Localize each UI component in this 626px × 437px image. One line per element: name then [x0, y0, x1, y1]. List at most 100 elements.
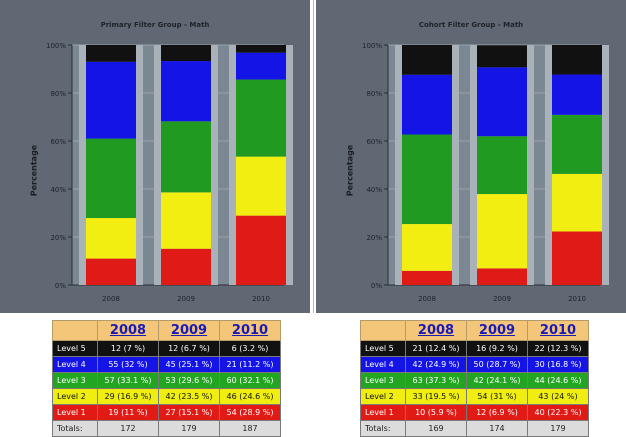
- x-tick-label: 2008: [102, 295, 120, 303]
- bar-segment-level-5: [236, 45, 286, 53]
- bar-segment-level-5: [552, 45, 602, 75]
- y-tick-label: 80%: [50, 90, 66, 98]
- x-tick-label: 2009: [177, 295, 195, 303]
- table-row-level-4: Level 4 42 (24.9 %) 50 (28.7 %) 30 (16.8…: [361, 357, 589, 373]
- year-header-link[interactable]: 2008: [406, 321, 467, 341]
- cohort-stacked-bar-chart: 0% 20% 40% 60% 80% 100% 2008 2009 2010: [316, 0, 626, 313]
- cohort-data-table: 2008 2009 2010 Level 5 21 (12.4 %) 16 (9…: [360, 320, 589, 437]
- table-cell: 6 (3.2 %): [220, 341, 281, 357]
- y-tick-label: 80%: [366, 90, 382, 98]
- bar-segment-level-1: [477, 268, 527, 285]
- row-label: Level 4: [53, 357, 98, 373]
- row-label: Level 2: [361, 389, 406, 405]
- bar-segment-level-3: [552, 115, 602, 174]
- bar-segment-level-2: [552, 174, 602, 232]
- bar-segment-level-1: [86, 259, 136, 285]
- table-cell: 33 (19.5 %): [406, 389, 467, 405]
- bar-segment-level-4: [236, 53, 286, 80]
- year-header-link[interactable]: 2008: [98, 321, 159, 341]
- row-label: Level 4: [361, 357, 406, 373]
- table-cell: 63 (37.3 %): [406, 373, 467, 389]
- year-header-link[interactable]: 2009: [467, 321, 528, 341]
- table-row-level-4: Level 4 55 (32 %) 45 (25.1 %) 21 (11.2 %…: [53, 357, 281, 373]
- table-cell: 54 (28.9 %): [220, 405, 281, 421]
- table-cell: 46 (24.6 %): [220, 389, 281, 405]
- bar-segment-level-3: [402, 135, 452, 225]
- primary-chart-panel: Primary Filter Group - Math Percentage 0…: [0, 0, 310, 313]
- table-cell: 16 (9.2 %): [467, 341, 528, 357]
- row-label: Level 3: [53, 373, 98, 389]
- bar-segment-level-4: [86, 62, 136, 139]
- table-cell: 43 (24 %): [528, 389, 589, 405]
- year-header-link[interactable]: 2010: [528, 321, 589, 341]
- bar-segment-level-2: [477, 194, 527, 268]
- table-cell: 44 (24.6 %): [528, 373, 589, 389]
- total-cell: 174: [467, 421, 528, 437]
- table-cell: 19 (11 %): [98, 405, 159, 421]
- total-cell: 169: [406, 421, 467, 437]
- table-row-level-3: Level 3 57 (33.1 %) 53 (29.6 %) 60 (32.1…: [53, 373, 281, 389]
- bar-segment-level-3: [86, 139, 136, 218]
- x-tick-label: 2010: [568, 295, 586, 303]
- bar-segment-level-4: [477, 67, 527, 136]
- primary-stacked-bar-chart: 0% 20% 40% 60% 80% 100% 2008 2009 2010: [0, 0, 310, 313]
- x-tick-label: 2009: [493, 295, 511, 303]
- bar-segment-level-1: [236, 216, 286, 285]
- bar-segment-level-4: [161, 61, 211, 121]
- row-label: Level 1: [53, 405, 98, 421]
- table-cell: 42 (24.1 %): [467, 373, 528, 389]
- table-row-level-1: Level 1 19 (11 %) 27 (15.1 %) 54 (28.9 %…: [53, 405, 281, 421]
- bar-segment-level-2: [161, 192, 211, 248]
- y-tick-label: 40%: [50, 186, 66, 194]
- table-row-totals: Totals: 172 179 187: [53, 421, 281, 437]
- bar-segment-level-4: [552, 75, 602, 115]
- table-cell: 12 (6.7 %): [159, 341, 220, 357]
- bar-segment-level-2: [402, 224, 452, 271]
- y-tick-label: 60%: [366, 138, 382, 146]
- primary-data-table: 2008 2009 2010 Level 5 12 (7 %) 12 (6.7 …: [52, 320, 281, 437]
- table-header-row: 2008 2009 2010: [53, 321, 281, 341]
- bar-segment-level-1: [161, 249, 211, 285]
- bar-segment-level-2: [236, 157, 286, 216]
- table-row-totals: Totals: 169 174 179: [361, 421, 589, 437]
- bar-segment-level-5: [477, 45, 527, 67]
- table-row-level-2: Level 2 29 (16.9 %) 42 (23.5 %) 46 (24.6…: [53, 389, 281, 405]
- bar-segment-level-5: [161, 45, 211, 61]
- row-label: Level 5: [53, 341, 98, 357]
- y-tick-label: 20%: [366, 234, 382, 242]
- cohort-chart-panel: Cohort Filter Group - Math Percentage 0%…: [316, 0, 626, 313]
- year-header-link[interactable]: 2009: [159, 321, 220, 341]
- table-cell: 29 (16.9 %): [98, 389, 159, 405]
- year-header-link[interactable]: 2010: [220, 321, 281, 341]
- table-cell: 42 (24.9 %): [406, 357, 467, 373]
- row-label: Level 2: [53, 389, 98, 405]
- bar-segment-level-1: [402, 271, 452, 285]
- y-tick-label: 100%: [46, 42, 66, 50]
- y-tick-label: 0%: [55, 282, 66, 290]
- table-row-level-2: Level 2 33 (19.5 %) 54 (31 %) 43 (24 %): [361, 389, 589, 405]
- y-tick-label: 100%: [362, 42, 382, 50]
- bar-segment-level-1: [552, 231, 602, 285]
- x-tick-label: 2008: [418, 295, 436, 303]
- table-cell: 40 (22.3 %): [528, 405, 589, 421]
- table-cell: 53 (29.6 %): [159, 373, 220, 389]
- x-tick-label: 2010: [252, 295, 270, 303]
- table-corner: [361, 321, 406, 341]
- row-label: Level 1: [361, 405, 406, 421]
- bar-segment-level-3: [236, 80, 286, 157]
- table-row-level-5: Level 5 12 (7 %) 12 (6.7 %) 6 (3.2 %): [53, 341, 281, 357]
- y-tick-label: 0%: [371, 282, 382, 290]
- y-tick-label: 40%: [366, 186, 382, 194]
- table-cell: 55 (32 %): [98, 357, 159, 373]
- bar-segment-level-5: [402, 45, 452, 75]
- table-cell: 21 (11.2 %): [220, 357, 281, 373]
- table-row-level-1: Level 1 10 (5.9 %) 12 (6.9 %) 40 (22.3 %…: [361, 405, 589, 421]
- table-cell: 30 (16.8 %): [528, 357, 589, 373]
- total-cell: 172: [98, 421, 159, 437]
- bar-segment-level-2: [86, 218, 136, 259]
- table-header-row: 2008 2009 2010: [361, 321, 589, 341]
- table-row-level-3: Level 3 63 (37.3 %) 42 (24.1 %) 44 (24.6…: [361, 373, 589, 389]
- table-corner: [53, 321, 98, 341]
- row-label: Level 3: [361, 373, 406, 389]
- bar-segment-level-3: [161, 121, 211, 192]
